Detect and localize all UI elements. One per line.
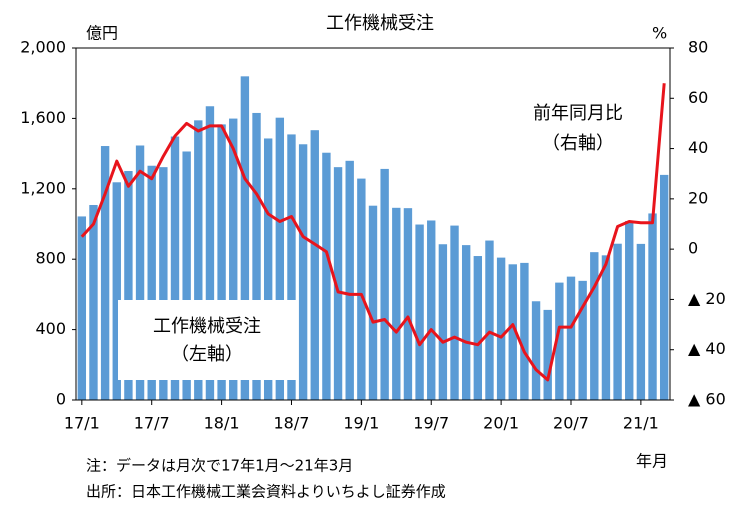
bar bbox=[182, 151, 191, 400]
bar bbox=[648, 213, 657, 400]
bar bbox=[298, 144, 308, 400]
bar bbox=[170, 136, 180, 400]
bar bbox=[333, 167, 343, 400]
bar bbox=[275, 117, 285, 401]
bar bbox=[217, 124, 226, 400]
bar bbox=[159, 167, 168, 400]
bar bbox=[450, 225, 459, 400]
bar bbox=[531, 301, 541, 400]
y2-tick-label: 60 bbox=[688, 88, 708, 107]
bar bbox=[205, 106, 215, 401]
bar bbox=[461, 245, 471, 400]
bar bbox=[473, 256, 483, 400]
bar bbox=[194, 120, 203, 400]
legend-note: （左軸） bbox=[171, 344, 243, 365]
bar bbox=[508, 264, 517, 400]
y2-tick-label: 40 bbox=[688, 138, 708, 157]
bar bbox=[380, 168, 389, 400]
bar bbox=[601, 255, 611, 400]
bar bbox=[403, 208, 413, 400]
bar bbox=[566, 276, 576, 400]
bar bbox=[520, 262, 529, 400]
x-tick-label: 21/1 bbox=[623, 414, 659, 433]
bar bbox=[368, 205, 378, 400]
bar bbox=[415, 224, 424, 400]
bar bbox=[438, 244, 448, 400]
bar bbox=[100, 146, 110, 400]
x-tick-label: 19/1 bbox=[343, 414, 379, 433]
y-tick-label: 0 bbox=[56, 390, 66, 409]
y2-tick-label: ▲ 20 bbox=[688, 289, 726, 308]
bar bbox=[310, 130, 319, 400]
bar bbox=[543, 309, 552, 400]
bar bbox=[357, 178, 366, 400]
bar bbox=[485, 240, 494, 400]
bar bbox=[345, 160, 354, 400]
y2-tick-label: ▲ 60 bbox=[688, 390, 726, 409]
bar bbox=[427, 220, 436, 400]
bar bbox=[659, 174, 669, 400]
y-tick-label: 800 bbox=[35, 249, 66, 268]
note: 注：データは月次で17年1月～21年3月 bbox=[86, 457, 353, 475]
y-unit: 億円 bbox=[86, 24, 118, 43]
legend-label: 工作機械受注 bbox=[153, 316, 261, 337]
bar bbox=[636, 243, 646, 400]
y2-tick-label: 0 bbox=[688, 239, 698, 258]
note: 出所：日本工作機械工業会資料よりいちよし証券作成 bbox=[86, 483, 446, 501]
bar bbox=[555, 282, 564, 400]
x-tick-label: 18/7 bbox=[274, 414, 310, 433]
x-tick-label: 18/1 bbox=[204, 414, 240, 433]
bar bbox=[77, 216, 87, 400]
y2-tick-label: ▲ 40 bbox=[688, 339, 726, 358]
y-tick-label: 1,200 bbox=[20, 178, 66, 197]
bar bbox=[135, 145, 145, 400]
bar bbox=[89, 204, 98, 400]
bar bbox=[392, 207, 401, 400]
y2-tick-label: 80 bbox=[688, 38, 708, 57]
y2-tick-label: 20 bbox=[688, 188, 708, 207]
y-tick-label: 2,000 bbox=[20, 38, 66, 57]
x-tick-label: 19/7 bbox=[413, 414, 449, 433]
bar bbox=[124, 171, 133, 400]
y2-unit: % bbox=[652, 24, 667, 43]
x-tick-label: 20/1 bbox=[483, 414, 519, 433]
x-unit: 年月 bbox=[636, 452, 668, 471]
bar bbox=[252, 112, 261, 400]
chart-title: 工作機械受注 bbox=[326, 13, 434, 34]
bar bbox=[147, 165, 156, 400]
bar bbox=[240, 76, 250, 400]
bar bbox=[496, 257, 506, 400]
line bbox=[80, 83, 666, 382]
bar bbox=[287, 134, 296, 400]
bar bbox=[229, 118, 238, 401]
bar bbox=[590, 252, 599, 400]
x-tick-label: 20/7 bbox=[553, 414, 589, 433]
bar bbox=[263, 138, 273, 401]
bar bbox=[112, 182, 121, 400]
legend-box bbox=[118, 300, 296, 380]
bar bbox=[613, 243, 622, 400]
bar bbox=[578, 280, 587, 400]
plot-frame bbox=[75, 47, 671, 401]
legend-label: 前年同月比 bbox=[533, 103, 623, 124]
legend-note: （右軸） bbox=[542, 133, 614, 154]
y-tick-label: 400 bbox=[35, 319, 66, 338]
bar bbox=[322, 152, 331, 400]
x-tick-label: 17/1 bbox=[64, 414, 100, 433]
bar bbox=[625, 221, 634, 400]
x-tick-label: 17/7 bbox=[134, 414, 170, 433]
y-tick-label: 1,600 bbox=[20, 108, 66, 127]
